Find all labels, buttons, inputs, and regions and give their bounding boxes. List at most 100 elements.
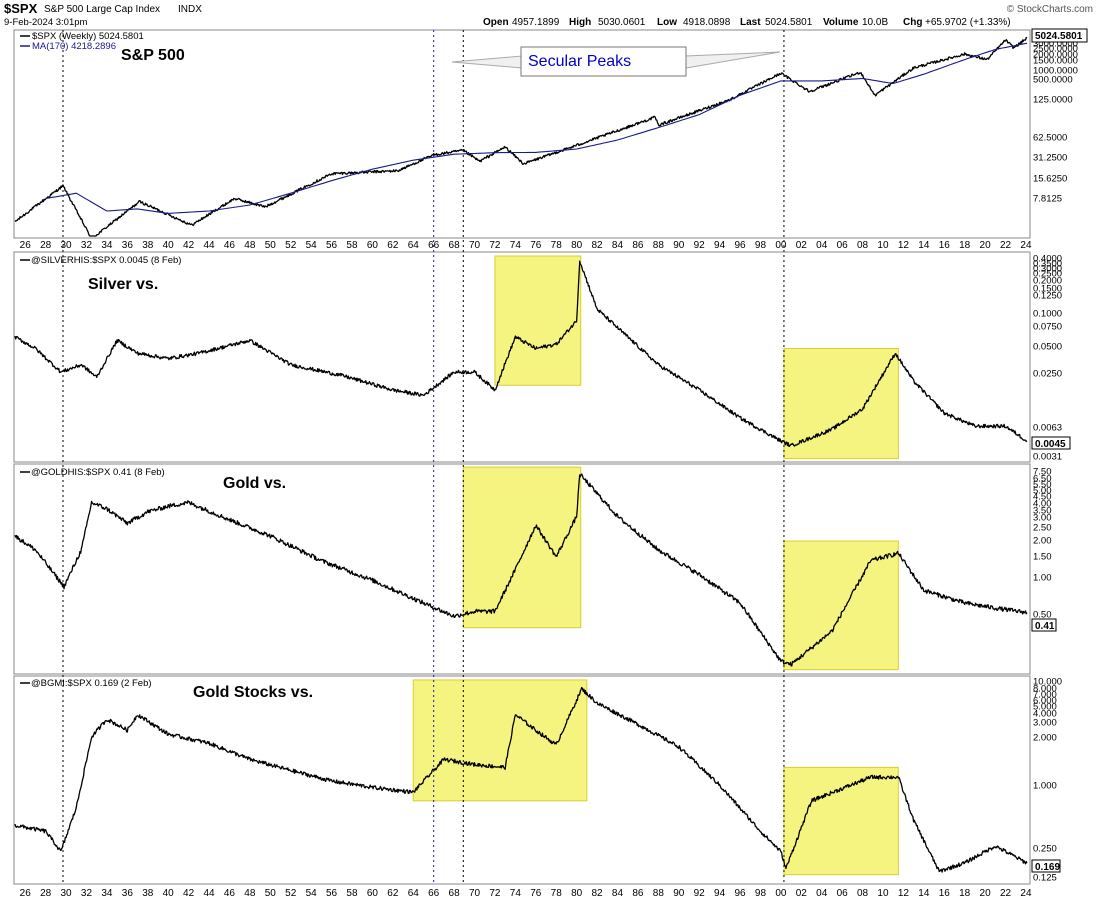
x-tick-bottom-46: 18 [959,888,971,899]
x-tick-top-34: 94 [714,240,726,251]
volume-value: 10.0B [862,17,888,28]
x-tick-top-16: 58 [346,240,358,251]
x-tick-bottom-14: 54 [306,888,318,899]
x-tick-top-13: 52 [285,240,297,251]
y-tick-silver-9: 0.0500 [1033,342,1062,353]
header-name: S&P 500 Large Cap Index [44,4,160,15]
x-tick-bottom-7: 40 [163,888,175,899]
panel-gold-frame [13,463,1031,675]
secular-peak-lines [62,30,785,884]
y-tick-spx-5: 1000.0000 [1033,66,1078,77]
open-label: Open [483,17,509,28]
x-tick-bottom-36: 98 [755,888,767,899]
x-tick-bottom-2: 30 [60,888,72,899]
x-tick-top-31: 88 [653,240,665,251]
x-tick-top-33: 92 [694,240,706,251]
gold-title: Gold vs. [223,475,286,492]
y-tick-gold-4: 4.50 [1033,492,1052,503]
y-tick-gold-6: 3.50 [1033,506,1052,517]
y-tick-goldstocks-2: 7.000 [1033,690,1057,701]
x-tick-top-40: 06 [837,240,849,251]
spx-title: S&P 500 [121,47,185,64]
y-tick-spx-8: 62.5000 [1033,133,1067,144]
x-tick-bottom-17: 60 [367,888,379,899]
x-tick-bottom-1: 28 [40,888,52,899]
y-tick-goldstocks-4: 5.000 [1033,702,1057,713]
y-tick-gold-12: 0.50 [1033,610,1052,621]
x-tick-bottom-35: 96 [734,888,746,899]
y-tick-gold-9: 2.00 [1033,536,1052,547]
x-tick-top-8: 42 [183,240,195,251]
spx-last-value: 5024.5801 [1035,31,1083,42]
x-tick-top-3: 32 [81,240,93,251]
y-tick-spx-1: 3000.0000 [1033,39,1078,50]
x-tick-bottom-21: 68 [449,888,461,899]
highlight-box-goldstocks-0 [412,679,588,802]
y-tick-gold-1: 6.50 [1033,474,1052,485]
x-tick-bottom-4: 34 [101,888,113,899]
chg-label: Chg [903,17,922,28]
low-label: Low [657,17,677,28]
x-tick-bottom-37: 00 [775,888,787,899]
x-tick-top-28: 82 [592,240,604,251]
x-tick-bottom-5: 36 [122,888,134,899]
last-value: 5024.5801 [765,17,813,28]
x-tick-top-5: 36 [122,240,134,251]
y-tick-goldstocks-9: 0.250 [1033,844,1057,855]
silver-title: Silver vs. [88,276,158,293]
open-value: 4957.1899 [512,17,560,28]
y-tick-goldstocks-8: 1.000 [1033,781,1057,792]
x-tick-bottom-16: 58 [346,888,358,899]
x-axis-ticks: 26 28 30 32 34 36 38 40 42 44 46 48 50 52 54 56 58 60 62 64… [20,240,1032,899]
silver-last-value: 0.0045 [1035,439,1066,450]
x-tick-bottom-18: 62 [387,888,399,899]
y-tick-spx-9: 31.2500 [1033,153,1067,164]
y-tick-silver-12: 0.0031 [1033,452,1062,463]
x-tick-top-24: 74 [510,240,522,251]
x-tick-bottom-40: 06 [837,888,849,899]
x-tick-top-21: 68 [449,240,461,251]
x-tick-bottom-47: 20 [980,888,992,899]
panel-goldstocks-frame [13,675,1031,885]
chg-value: +65.9702 (+1.33%) [925,17,1011,28]
x-tick-bottom-39: 04 [816,888,828,899]
x-tick-top-0: 26 [20,240,32,251]
series-line-goldstocks-price [14,686,1028,873]
callout-text: Secular Peaks [528,53,631,70]
x-tick-top-48: 22 [1000,240,1012,251]
gold-last-value: 0.41 [1035,621,1055,632]
x-tick-bottom-9: 44 [203,888,215,899]
x-tick-bottom-13: 52 [285,888,297,899]
y-tick-spx-4: 1500.0000 [1033,56,1078,67]
x-tick-top-25: 76 [530,240,542,251]
y-tick-spx-11: 7.8125 [1033,194,1062,205]
x-tick-top-41: 08 [857,240,869,251]
goldstocks-last-value: 0.169 [1035,862,1060,873]
brand: © StockCharts.com [1007,4,1093,15]
y-tick-silver-8: 0.0750 [1033,322,1062,333]
x-tick-top-19: 64 [408,240,420,251]
stats-row: Open 4957.1899 High 5030.0601 Low 4918.0… [483,17,1011,28]
y-tick-goldstocks-7: 2.000 [1033,733,1057,744]
callout-box [520,46,687,77]
x-tick-bottom-26: 78 [551,888,563,899]
x-tick-top-29: 84 [612,240,624,251]
x-tick-bottom-11: 48 [244,888,256,899]
x-tick-bottom-30: 86 [632,888,644,899]
x-tick-bottom-22: 70 [469,888,481,899]
x-tick-bottom-19: 64 [408,888,420,899]
y-tick-goldstocks-5: 4.000 [1033,709,1057,720]
x-tick-bottom-34: 94 [714,888,726,899]
x-tick-bottom-10: 46 [224,888,236,899]
y-tick-silver-4: 0.2000 [1033,276,1062,287]
y-tick-gold-2: 5.50 [1033,480,1052,491]
x-tick-top-23: 72 [489,240,501,251]
y-tick-silver-2: 0.3000 [1033,264,1062,275]
x-tick-bottom-6: 38 [142,888,154,899]
y-tick-silver-10: 0.0250 [1033,369,1062,380]
x-tick-top-11: 48 [244,240,256,251]
x-tick-top-17: 60 [367,240,379,251]
y-tick-gold-11: 1.00 [1033,573,1052,584]
header-exchange: INDX [178,4,202,15]
